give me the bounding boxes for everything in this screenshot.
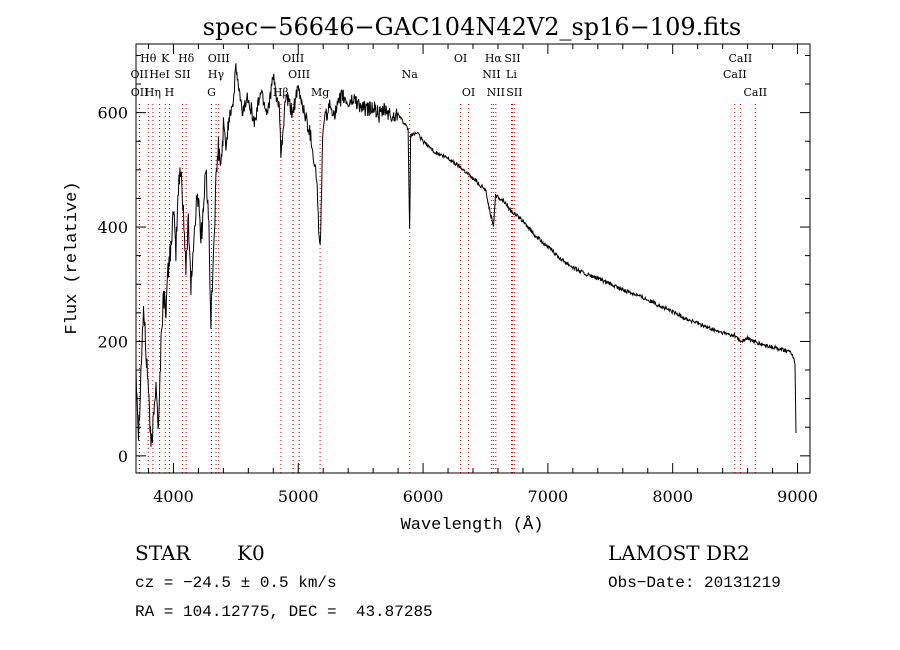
line-label: HeI [149, 68, 169, 81]
spectral-subclass: K0 [237, 541, 265, 565]
survey-name: LAMOST DR2 [608, 541, 750, 565]
spectral-line-guides [138, 104, 756, 473]
x-axis-ticks: 4000 5000 6000 7000 8000 9000 [147, 44, 818, 506]
coordinates: RA = 104.12775, DEC = 43.87285 [135, 603, 433, 621]
line-label: OII [131, 86, 149, 99]
line-label: CaII [729, 52, 753, 65]
line-label: G [207, 86, 216, 99]
line-label: Hθ [140, 52, 157, 65]
line-label: Hβ [273, 86, 289, 99]
x-tick-label: 7000 [528, 487, 569, 506]
line-label: Hγ [208, 68, 225, 81]
line-label: SII [506, 86, 522, 99]
x-axis-label: Wavelength (Å) [401, 516, 544, 535]
y-tick-label: 600 [97, 104, 128, 123]
x-tick-label: 5000 [278, 487, 319, 506]
line-label: NII [482, 68, 500, 81]
line-label: Na [402, 68, 419, 81]
y-tick-label: 400 [97, 218, 128, 237]
x-tick-label: 6000 [403, 487, 444, 506]
line-label: H [165, 86, 175, 99]
y-tick-label: 200 [97, 332, 128, 351]
line-label: OI [462, 86, 475, 99]
line-label: OIII [282, 52, 304, 65]
line-label: Hα [485, 52, 503, 65]
x-tick-label: 4000 [153, 487, 194, 506]
line-label: K [161, 52, 170, 65]
line-label: CaII [723, 68, 747, 81]
spectrum-line [135, 63, 797, 447]
chart-title: spec−56646−GAC104N42V2_sp16−109.fits [203, 13, 741, 41]
line-label: Hδ [178, 52, 195, 65]
line-label: OIII [208, 52, 230, 65]
line-label: OIII [288, 68, 310, 81]
object-type: STAR [135, 541, 191, 565]
line-label: CaII [743, 86, 767, 99]
line-label: OII [131, 68, 149, 81]
y-axis-ticks: 0 200 400 600 [97, 54, 810, 466]
line-label: Li [506, 68, 517, 81]
line-label: OI [454, 52, 467, 65]
plot-frame [135, 43, 811, 474]
line-label: SII [174, 68, 190, 81]
x-tick-label: 9000 [777, 487, 818, 506]
line-label: Mg [311, 86, 329, 99]
observation-date: Obs−Date: 20131219 [608, 574, 781, 592]
line-label: NII [487, 86, 505, 99]
y-tick-label: 0 [118, 447, 128, 466]
line-label: SII [504, 52, 520, 65]
y-axis-label: Flux (relative) [63, 181, 82, 334]
redshift-value: cz = −24.5 ± 0.5 km/s [135, 574, 337, 592]
x-tick-label: 8000 [652, 487, 693, 506]
line-label: Hη [145, 86, 161, 99]
